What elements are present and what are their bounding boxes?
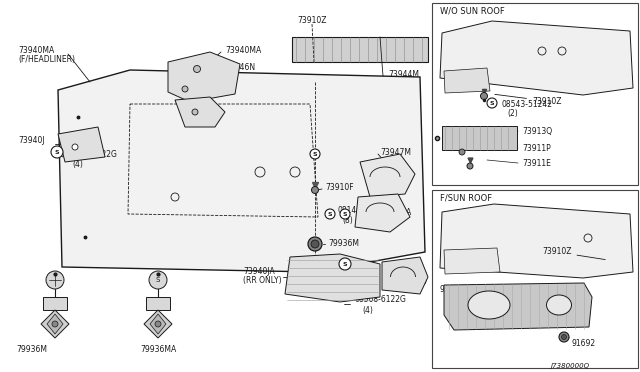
Circle shape xyxy=(561,334,566,340)
Polygon shape xyxy=(41,310,69,338)
Text: 73910Z: 73910Z xyxy=(495,94,561,106)
Circle shape xyxy=(559,332,569,342)
Text: 73911E: 73911E xyxy=(522,158,551,167)
Polygon shape xyxy=(382,257,428,294)
Text: (RR ONLY): (RR ONLY) xyxy=(243,276,282,285)
Polygon shape xyxy=(128,104,318,217)
Polygon shape xyxy=(442,126,517,150)
Text: S: S xyxy=(156,277,160,283)
Polygon shape xyxy=(150,314,166,334)
Text: 08368-6122G: 08368-6122G xyxy=(355,295,407,305)
Text: 08146-6162G: 08146-6162G xyxy=(338,205,390,215)
Circle shape xyxy=(311,240,319,248)
Circle shape xyxy=(481,93,488,99)
Text: 73944M: 73944M xyxy=(388,70,419,78)
Circle shape xyxy=(308,237,322,251)
Text: 79936M: 79936M xyxy=(328,240,359,248)
Text: 73910Z: 73910Z xyxy=(297,16,326,25)
Text: 73940MA: 73940MA xyxy=(375,208,412,217)
Polygon shape xyxy=(440,21,633,95)
Text: S: S xyxy=(342,212,348,217)
Circle shape xyxy=(340,209,350,219)
Polygon shape xyxy=(58,127,105,162)
Circle shape xyxy=(182,86,188,92)
Text: (2): (2) xyxy=(507,109,518,118)
Text: 73940JA: 73940JA xyxy=(243,267,275,276)
Bar xyxy=(432,190,638,368)
Text: S: S xyxy=(342,262,348,266)
Circle shape xyxy=(339,258,351,270)
Text: 91692: 91692 xyxy=(567,337,596,347)
Text: 91680: 91680 xyxy=(440,285,464,295)
Polygon shape xyxy=(168,52,240,102)
Text: (4): (4) xyxy=(362,305,373,314)
Polygon shape xyxy=(444,248,500,274)
Text: (F/HEADLINER): (F/HEADLINER) xyxy=(18,55,75,64)
Bar xyxy=(432,3,638,185)
Text: S: S xyxy=(313,151,317,157)
Text: 73947M: 73947M xyxy=(380,148,411,157)
Circle shape xyxy=(467,163,473,169)
Text: 73910Z: 73910Z xyxy=(542,247,605,260)
Circle shape xyxy=(584,234,592,242)
Circle shape xyxy=(149,271,167,289)
Circle shape xyxy=(310,149,320,159)
Text: (8): (8) xyxy=(342,215,353,224)
Text: (F/PILLAR): (F/PILLAR) xyxy=(388,276,427,285)
Polygon shape xyxy=(440,204,633,278)
Text: 73940MA: 73940MA xyxy=(225,45,261,55)
Text: 08368-6122G: 08368-6122G xyxy=(65,150,117,158)
Polygon shape xyxy=(355,194,410,232)
Polygon shape xyxy=(292,37,428,62)
Text: S: S xyxy=(54,150,60,154)
Text: J7380000Q: J7380000Q xyxy=(550,363,589,369)
Polygon shape xyxy=(360,154,415,197)
Text: 73913Q: 73913Q xyxy=(522,126,552,135)
Circle shape xyxy=(155,321,161,327)
Circle shape xyxy=(290,167,300,177)
Circle shape xyxy=(171,193,179,201)
Circle shape xyxy=(459,149,465,155)
Polygon shape xyxy=(285,254,380,302)
Text: (4): (4) xyxy=(72,160,83,169)
Circle shape xyxy=(325,209,335,219)
Text: F/SUN ROOF: F/SUN ROOF xyxy=(440,193,492,202)
Ellipse shape xyxy=(468,291,510,319)
Text: 73940M: 73940M xyxy=(390,267,421,276)
Circle shape xyxy=(487,98,497,108)
Circle shape xyxy=(46,271,64,289)
Circle shape xyxy=(255,167,265,177)
Polygon shape xyxy=(43,297,67,310)
Text: 73940J: 73940J xyxy=(18,135,45,144)
Circle shape xyxy=(193,65,200,73)
Circle shape xyxy=(558,47,566,55)
Circle shape xyxy=(51,146,63,158)
Circle shape xyxy=(538,47,546,55)
Polygon shape xyxy=(47,314,63,334)
Circle shape xyxy=(72,144,78,150)
Circle shape xyxy=(192,109,198,115)
Polygon shape xyxy=(58,70,425,272)
Text: 79936MA: 79936MA xyxy=(140,346,176,355)
Text: 79936M: 79936M xyxy=(17,346,47,355)
Text: S: S xyxy=(490,100,494,106)
Text: 73910F: 73910F xyxy=(325,183,354,192)
Text: S: S xyxy=(490,100,494,106)
Circle shape xyxy=(312,186,319,193)
Text: 73911P: 73911P xyxy=(522,144,551,153)
Polygon shape xyxy=(144,310,172,338)
Text: 73940MA: 73940MA xyxy=(18,45,54,55)
Text: 73946N: 73946N xyxy=(225,62,255,71)
Polygon shape xyxy=(175,97,225,127)
Text: 08543-51242: 08543-51242 xyxy=(502,99,553,109)
Text: W/O SUN ROOF: W/O SUN ROOF xyxy=(440,6,505,16)
Polygon shape xyxy=(444,283,592,330)
Ellipse shape xyxy=(547,295,572,315)
Polygon shape xyxy=(444,68,490,93)
Circle shape xyxy=(52,321,58,327)
Text: S: S xyxy=(328,212,332,217)
Polygon shape xyxy=(146,297,170,310)
